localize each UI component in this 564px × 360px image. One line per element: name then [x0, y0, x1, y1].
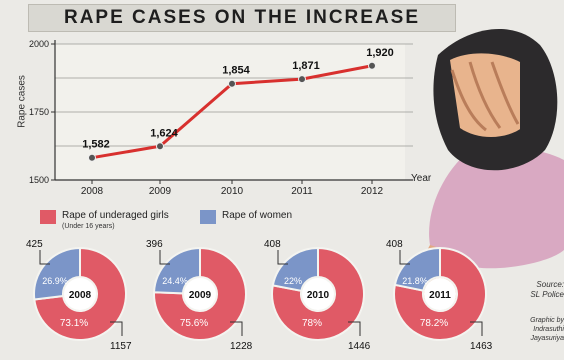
y-axis: 1500 1750 2000 [29, 39, 56, 185]
women-count-leader [159, 250, 170, 265]
legend-item-women: Rape of women [200, 210, 292, 224]
women-count-label: 408 [386, 239, 403, 250]
donut-center [424, 278, 456, 310]
data-points [88, 61, 376, 162]
donut-chart: 2010 22% 78% 408 1446 [264, 239, 371, 352]
donut-center [184, 278, 216, 310]
women-count-leader [399, 250, 410, 265]
women-count-label: 425 [26, 239, 43, 250]
y-axis-label: Rape cases [16, 75, 28, 128]
slice-women [152, 246, 201, 295]
x-axis-label: Year [411, 173, 432, 184]
girls-percent-label: 78% [302, 318, 322, 329]
slice-women [271, 246, 319, 292]
girls-count-label: 1228 [230, 341, 253, 352]
slice-underaged-girls [33, 246, 127, 341]
girls-count-leader [470, 321, 483, 336]
crying-girl-illustration [419, 28, 564, 300]
donut-year-label: 2009 [189, 290, 212, 301]
data-point [156, 142, 164, 151]
value-label: 1,920 [366, 47, 394, 59]
donut-center [302, 278, 334, 310]
women-count-leader [39, 250, 50, 265]
x-axis: 2008 2009 2010 2011 2012 [55, 179, 413, 197]
legend-swatch-women [200, 210, 216, 224]
girls-count-label: 1463 [470, 341, 493, 352]
y-tick-label: 2000 [29, 39, 49, 49]
x-tick-label: 2010 [221, 186, 244, 197]
slice-underaged-girls [271, 246, 365, 341]
girls-percent-label: 73.1% [60, 318, 88, 329]
slice-women [33, 246, 81, 301]
women-count-label: 396 [146, 239, 163, 250]
donut-year-label: 2011 [429, 290, 451, 301]
slice-underaged-girls [153, 246, 247, 341]
girls-count-leader [230, 321, 243, 336]
girls-percent-label: 75.6% [180, 318, 208, 329]
source-credit: Source: SL Police [530, 280, 564, 299]
x-tick-label: 2008 [81, 186, 104, 197]
legend-swatch-girls [40, 210, 56, 224]
x-tick-label: 2011 [291, 186, 313, 197]
girls-count-label: 1446 [348, 341, 371, 352]
donut-year-label: 2010 [307, 290, 330, 301]
legend-sublabel-girls: (Under 16 years) [62, 223, 115, 230]
donut-year-label: 2008 [69, 290, 92, 301]
y-tick-label: 1750 [29, 107, 49, 117]
women-percent-label: 22% [284, 276, 302, 286]
x-tick-label: 2012 [361, 186, 384, 197]
data-point [368, 61, 376, 70]
girls-percent-label: 78.2% [420, 318, 448, 329]
value-label: 1,624 [150, 127, 178, 139]
girls-count-leader [110, 321, 123, 336]
graphic-credit: Graphic by Indrasuthi Jayasuriya [530, 317, 564, 342]
data-point [88, 153, 96, 162]
women-count-label: 408 [264, 239, 281, 250]
slice-women [393, 246, 441, 292]
data-point [228, 79, 236, 88]
slice-underaged-girls [393, 246, 487, 341]
data-point [298, 75, 306, 84]
donut-center [64, 278, 96, 310]
girls-count-label: 1157 [110, 341, 132, 352]
x-tick-label: 2009 [149, 186, 172, 197]
legend-item-girls: Rape of underaged girls (Under 16 years) [40, 210, 169, 232]
infographic-title: RAPE CASES ON THE INCREASE [28, 4, 456, 32]
girls-count-leader [348, 321, 361, 336]
y-tick-label: 1500 [29, 175, 49, 185]
legend-label-women: Rape of women [222, 210, 293, 221]
value-label: 1,871 [292, 60, 320, 72]
women-percent-label: 26.9% [42, 276, 68, 286]
women-percent-label: 24.4% [162, 276, 188, 286]
value-label: 1,854 [222, 65, 250, 77]
women-count-leader [277, 250, 288, 265]
value-label: 1,582 [82, 139, 110, 151]
value-labels: 1,582 1,624 1,854 1,871 1,920 [82, 47, 394, 151]
women-percent-label: 21.8% [402, 276, 428, 286]
legend-label-girls: Rape of underaged girls (Under 16 years) [62, 210, 169, 230]
